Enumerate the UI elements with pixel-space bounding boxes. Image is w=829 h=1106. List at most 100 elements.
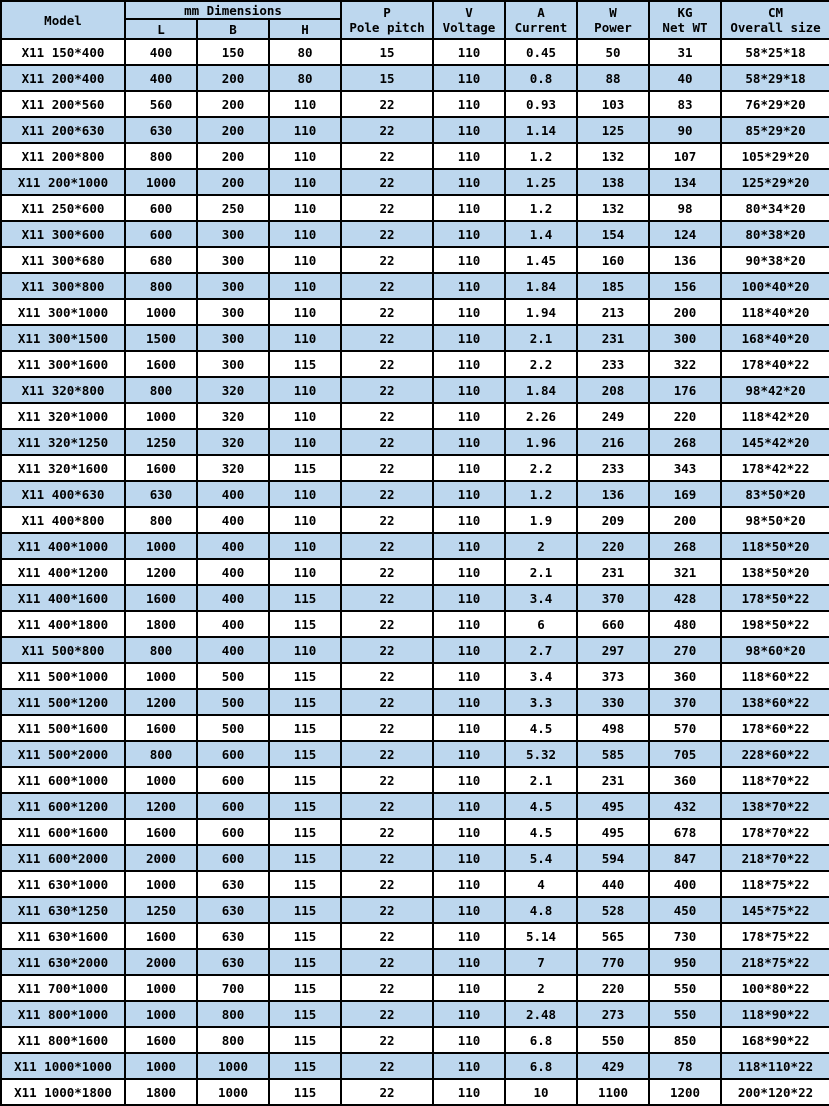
table-row: X11 400*1600 1600 400 115 22 110 3.4 370 428 178*… [0,584,829,612]
cell-length: 1250 [124,428,198,456]
cell-current: 2.2 [504,454,578,482]
cell-power: 160 [576,246,650,274]
cell-width: 800 [196,1000,270,1028]
size-label: Overall size [730,20,821,35]
cell-current: 0.93 [504,90,578,118]
table-row: X11 400*800 800 400 110 22 110 1.9 209 200 98*50*… [0,506,829,534]
cell-length: 2000 [124,844,198,872]
table-row: X11 200*630 630 200 110 22 110 1.14 125 90 85*29*… [0,116,829,144]
cell-voltage: 110 [432,558,506,586]
table-row: X11 200*800 800 200 110 22 110 1.2 132 107 105*29… [0,142,829,170]
cell-net-weight: 322 [648,350,722,378]
table-row: X11 700*1000 1000 700 115 22 110 2 220 550 100*80… [0,974,829,1002]
cell-overall-size: 58*29*18 [720,64,829,92]
cell-power: 208 [576,376,650,404]
voltage-unit: V [465,5,473,20]
cell-pole-pitch: 22 [340,558,434,586]
cell-model: X11 630*2000 [0,948,126,976]
cell-model: X11 630*1600 [0,922,126,950]
cell-current: 2 [504,532,578,560]
cell-width: 500 [196,714,270,742]
cell-model: X11 1000*1000 [0,1052,126,1080]
cell-width: 700 [196,974,270,1002]
cell-current: 2.1 [504,766,578,794]
cell-overall-size: 100*40*20 [720,272,829,300]
header-pole-pitch: P Pole pitch [340,0,434,40]
cell-voltage: 110 [432,38,506,66]
cell-voltage: 110 [432,168,506,196]
cell-net-weight: 176 [648,376,722,404]
header-current: A Current [504,0,578,40]
cell-height: 115 [268,1078,342,1106]
cell-voltage: 110 [432,532,506,560]
cell-net-weight: 550 [648,974,722,1002]
cell-current: 3.4 [504,662,578,690]
cell-length: 800 [124,376,198,404]
cell-current: 2.48 [504,1000,578,1028]
cell-width: 400 [196,610,270,638]
cell-length: 1000 [124,974,198,1002]
cell-pole-pitch: 22 [340,1026,434,1054]
cell-pole-pitch: 22 [340,350,434,378]
cell-net-weight: 90 [648,116,722,144]
cell-length: 1800 [124,1078,198,1106]
cell-net-weight: 480 [648,610,722,638]
cell-net-weight: 428 [648,584,722,612]
cell-power: 495 [576,818,650,846]
cell-power: 132 [576,142,650,170]
cell-overall-size: 83*50*20 [720,480,829,508]
cell-length: 600 [124,194,198,222]
cell-net-weight: 705 [648,740,722,768]
cell-length: 800 [124,740,198,768]
cell-net-weight: 107 [648,142,722,170]
cell-current: 4.5 [504,818,578,846]
cell-net-weight: 136 [648,246,722,274]
voltage-label: Voltage [442,20,496,35]
cell-current: 0.45 [504,38,578,66]
cell-width: 630 [196,922,270,950]
cell-height: 110 [268,90,342,118]
cell-model: X11 200*1000 [0,168,126,196]
cell-pole-pitch: 22 [340,376,434,404]
cell-length: 1600 [124,1026,198,1054]
cell-model: X11 400*1200 [0,558,126,586]
cell-length: 1600 [124,584,198,612]
cell-net-weight: 678 [648,818,722,846]
cell-net-weight: 98 [648,194,722,222]
cell-power: 103 [576,90,650,118]
cell-overall-size: 80*38*20 [720,220,829,248]
table-row: X11 400*630 630 400 110 22 110 1.2 136 169 83*50*… [0,480,829,508]
cell-length: 1000 [124,298,198,326]
header-size: CM Overall size [720,0,829,40]
table-row: X11 400*1200 1200 400 110 22 110 2.1 231 321 138*… [0,558,829,586]
cell-power: 231 [576,766,650,794]
cell-overall-size: 198*50*22 [720,610,829,638]
cell-length: 1500 [124,324,198,352]
cell-width: 800 [196,1026,270,1054]
cell-current: 1.2 [504,480,578,508]
cell-power: 1100 [576,1078,650,1106]
cell-pole-pitch: 22 [340,662,434,690]
cell-voltage: 110 [432,662,506,690]
cell-model: X11 200*630 [0,116,126,144]
cell-model: X11 630*1250 [0,896,126,924]
cell-power: 440 [576,870,650,898]
cell-height: 110 [268,142,342,170]
cell-model: X11 600*2000 [0,844,126,872]
cell-pole-pitch: 22 [340,740,434,768]
table-row: X11 600*1600 1600 600 115 22 110 4.5 495 678 178*… [0,818,829,846]
cell-voltage: 110 [432,246,506,274]
cell-model: X11 150*400 [0,38,126,66]
cell-width: 150 [196,38,270,66]
cell-voltage: 110 [432,350,506,378]
cell-overall-size: 168*40*20 [720,324,829,352]
cell-overall-size: 118*50*20 [720,532,829,560]
cell-current: 1.84 [504,376,578,404]
cell-voltage: 110 [432,1052,506,1080]
cell-width: 400 [196,506,270,534]
cell-voltage: 110 [432,90,506,118]
table-row: X11 500*1000 1000 500 115 22 110 3.4 373 360 118*… [0,662,829,690]
cell-width: 320 [196,454,270,482]
table-row: X11 500*1200 1200 500 115 22 110 3.3 330 370 138*… [0,688,829,716]
table-row: X11 1000*1000 1000 1000 115 22 110 6.8 429 78 118… [0,1052,829,1080]
